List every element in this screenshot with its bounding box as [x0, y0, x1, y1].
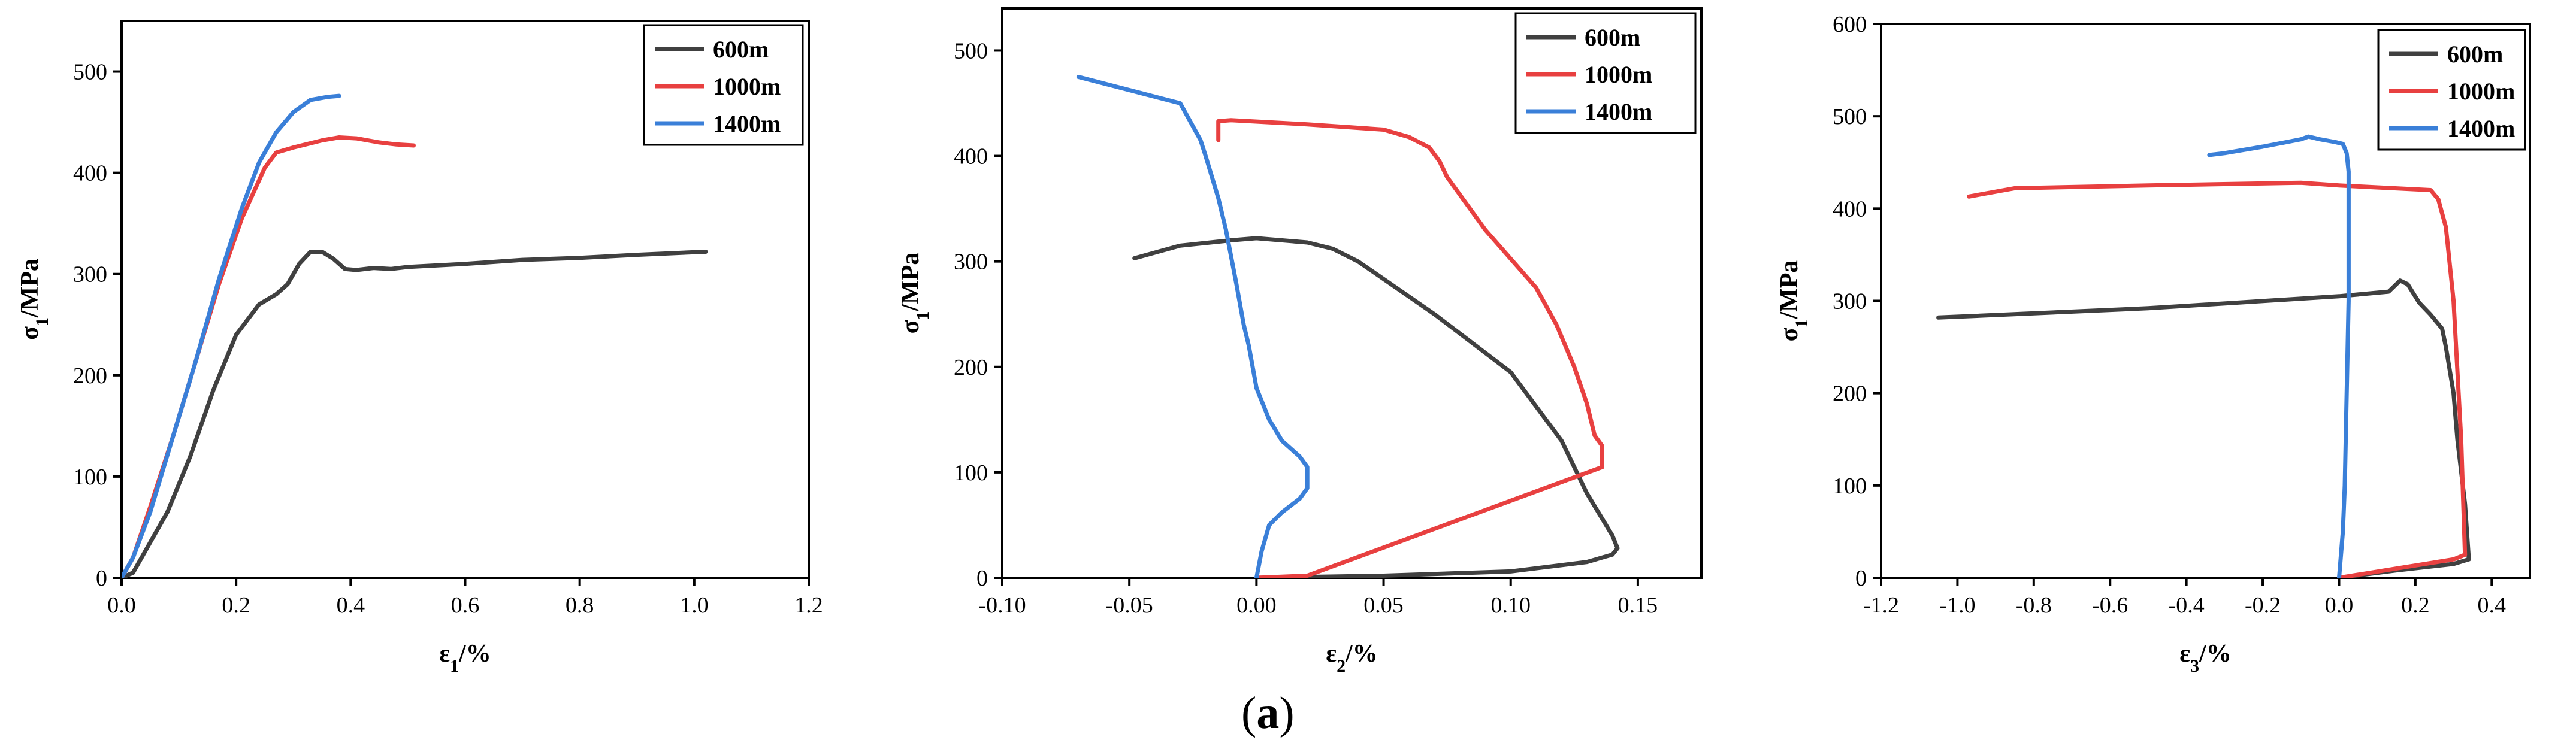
x-tick-label: 0.15 — [1618, 593, 1658, 618]
legend-label-600m: 600m — [2447, 41, 2503, 68]
x-tick-label: 0.8 — [566, 593, 594, 618]
y-tick-label: 400 — [954, 144, 988, 169]
series-line-600m — [122, 250, 708, 578]
y-tick-label: 400 — [1833, 196, 1867, 222]
legend: 600m 1000m 1400m — [643, 24, 804, 146]
legend-label-600m: 600m — [713, 36, 769, 63]
y-tick-label: 200 — [73, 363, 107, 389]
series-line-1000m — [1967, 180, 2468, 578]
figure-caption: (a) — [1241, 687, 1295, 739]
x-tick-label: 0.4 — [337, 593, 365, 618]
y-tick-label: 0 — [1855, 566, 1867, 591]
x-tick-label: -1.2 — [1863, 593, 1899, 618]
series-line-1400m — [2207, 134, 2351, 578]
x-tick-label: 1.2 — [794, 593, 823, 618]
y-axis-label: σ1/MPa — [16, 259, 52, 340]
legend-label-600m: 600m — [1585, 24, 1640, 51]
y-tick-label: 100 — [73, 465, 107, 490]
y-axis-label: σ1/MPa — [1776, 260, 1812, 342]
x-tick-label: 1.0 — [680, 593, 709, 618]
x-tick-label: 0.2 — [2401, 593, 2430, 618]
legend-label-1000m: 1000m — [2447, 78, 2515, 105]
caption-open-paren: ( — [1241, 688, 1257, 738]
y-tick-label: 0 — [96, 566, 107, 591]
x-axis-label: ε1/% — [439, 640, 491, 676]
y-tick-label: 400 — [73, 161, 107, 186]
legend: 600m 1000m 1400m — [1514, 12, 1697, 134]
y-tick-label: 600 — [1833, 12, 1867, 37]
x-tick-label: -0.6 — [2092, 593, 2128, 618]
x-tick-label: -0.4 — [2169, 593, 2205, 618]
x-tick-label: -0.2 — [2245, 593, 2281, 618]
chart-1: 0.0 0.2 0.4 0.6 0.8 1.0 1.2 0 100 200 300 400 500 ε1/… — [16, 20, 823, 676]
series-line-600m — [1936, 278, 2471, 578]
legend-label-1400m: 1400m — [2447, 115, 2515, 142]
y-tick-label: 200 — [954, 355, 988, 380]
x-tick-label: 0.05 — [1363, 593, 1404, 618]
series-line-1400m — [122, 93, 341, 578]
x-tick-label: -1.0 — [1939, 593, 1975, 618]
series-line-1400m — [1076, 75, 1310, 578]
x-tick-label: 0.6 — [451, 593, 480, 618]
y-tick-label: 500 — [1833, 104, 1867, 129]
chart-2: -0.10 -0.05 0.00 0.05 0.10 0.15 0 100 200 300 400 5… — [897, 7, 1703, 676]
y-tick-label: 300 — [954, 250, 988, 275]
y-tick-label: 500 — [73, 60, 107, 85]
legend-label-1400m: 1400m — [713, 110, 781, 137]
y-tick-label: 100 — [1833, 474, 1867, 499]
legend-label-1400m: 1400m — [1585, 98, 1652, 125]
y-tick-label: 500 — [954, 38, 988, 63]
x-tick-label: 0.00 — [1236, 593, 1277, 618]
y-axis-label: σ1/MPa — [897, 253, 933, 334]
x-axis-label: ε2/% — [1326, 640, 1378, 676]
legend: 600m 1000m 1400m — [2377, 29, 2526, 151]
x-tick-label: -0.8 — [2016, 593, 2052, 618]
legend-label-1000m: 1000m — [1585, 61, 1652, 88]
x-tick-label: -0.10 — [978, 593, 1026, 618]
y-tick-label: 100 — [954, 460, 988, 486]
x-tick-label: -0.05 — [1106, 593, 1153, 618]
y-tick-label: 200 — [1833, 381, 1867, 407]
x-tick-label: 0.0 — [2325, 593, 2354, 618]
y-tick-label: 300 — [1833, 289, 1867, 314]
series-line-600m — [1132, 236, 1620, 578]
caption-close-paren: ) — [1279, 688, 1295, 738]
legend-label-1000m: 1000m — [713, 73, 781, 100]
series-line-1000m — [1216, 118, 1604, 578]
x-tick-label: 0.0 — [107, 593, 136, 618]
y-tick-label: 0 — [976, 566, 988, 591]
x-axis-label: ε3/% — [2179, 640, 2232, 676]
x-tick-label: 0.2 — [222, 593, 250, 618]
y-tick-label: 300 — [73, 262, 107, 287]
x-tick-label: 0.4 — [2478, 593, 2507, 618]
caption-letter: a — [1256, 688, 1280, 738]
chart-3: -1.2 -1.0 -0.8 -0.6 -0.4 -0.2 0.0 0.2 0.4 0 100 200… — [1776, 12, 2531, 676]
x-tick-label: 0.10 — [1490, 593, 1531, 618]
